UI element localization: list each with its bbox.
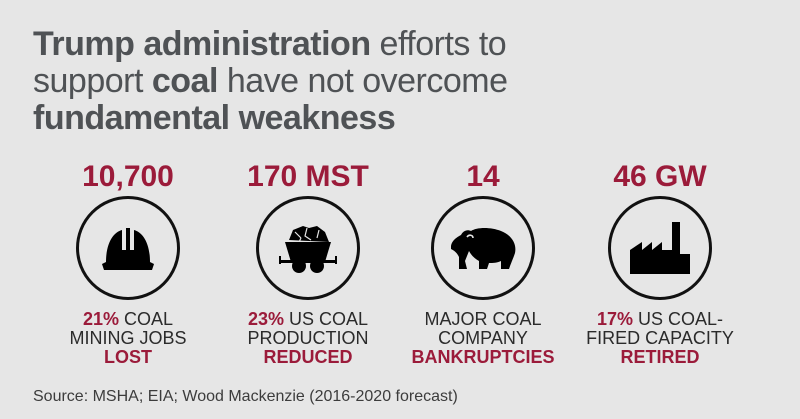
stat-value: 14 bbox=[466, 160, 500, 193]
stat-percent: 23% bbox=[247, 309, 284, 329]
headline-text-2b: have not overcome bbox=[217, 62, 508, 100]
stat-label: 17% US COAL- FIRED CAPACITY RETIRED bbox=[570, 310, 750, 367]
stat-icon-circle bbox=[608, 196, 712, 300]
headline: Trump administration efforts to support … bbox=[33, 26, 508, 137]
headline-text-1: efforts to bbox=[370, 25, 507, 63]
stat-coal-capacity: 46 GW 17% US COAL- FIRED CAPACITY RETIRE… bbox=[570, 160, 750, 367]
stat-label-line2: COMPANY bbox=[438, 328, 528, 348]
headline-bold-1: Trump administration bbox=[33, 25, 371, 63]
stat-percent: 21% bbox=[82, 309, 119, 329]
stat-value: 10,700 bbox=[82, 160, 174, 193]
factory-icon bbox=[630, 222, 690, 274]
stat-percent: 17% bbox=[596, 309, 633, 329]
stat-icon-circle bbox=[76, 196, 180, 300]
stat-icon-circle bbox=[256, 196, 360, 300]
bear-icon bbox=[451, 228, 516, 269]
headline-bold-2: coal bbox=[151, 62, 219, 100]
stat-bankruptcies: 14 MAJOR COAL COMPANY BANKRUPTCIES bbox=[393, 160, 573, 367]
coal-cart-icon bbox=[279, 226, 337, 273]
stat-label-accent: LOST bbox=[104, 347, 152, 367]
stat-icon-circle bbox=[431, 196, 535, 300]
stat-label: 23% US COAL PRODUCTION REDUCED bbox=[218, 310, 398, 367]
stat-label-line1: US COAL bbox=[284, 309, 369, 329]
stat-label-accent: BANKRUPTCIES bbox=[411, 347, 555, 367]
stat-label: MAJOR COAL COMPANY BANKRUPTCIES bbox=[393, 310, 573, 367]
stat-label-line1: US COAL- bbox=[633, 309, 724, 329]
stat-value: 46 GW bbox=[613, 160, 707, 193]
stat-coal-production: 170 MST 23% US COAL PRODUCTION REDUCED bbox=[218, 160, 398, 367]
source-note: Source: MSHA; EIA; Wood Mackenzie (2016-… bbox=[33, 388, 458, 405]
stat-label-accent: RETIRED bbox=[620, 347, 700, 367]
stat-value: 170 MST bbox=[247, 160, 369, 193]
stat-mining-jobs: 10,700 21% COAL MINING JOBS LOST bbox=[38, 160, 218, 367]
stat-label: 21% COAL MINING JOBS LOST bbox=[38, 310, 218, 367]
stat-label-line2: FIRED CAPACITY bbox=[586, 328, 734, 348]
headline-text-2a: support bbox=[33, 62, 152, 100]
stat-label-line2: MINING JOBS bbox=[69, 328, 187, 348]
stat-label-accent: REDUCED bbox=[263, 347, 353, 367]
stat-label-line1: MAJOR COAL bbox=[424, 309, 542, 329]
stat-label-line2: PRODUCTION bbox=[247, 328, 369, 348]
stat-label-line1: COAL bbox=[119, 309, 174, 329]
hard-hat-icon bbox=[102, 228, 154, 270]
headline-bold-3: fundamental weakness bbox=[33, 99, 396, 137]
